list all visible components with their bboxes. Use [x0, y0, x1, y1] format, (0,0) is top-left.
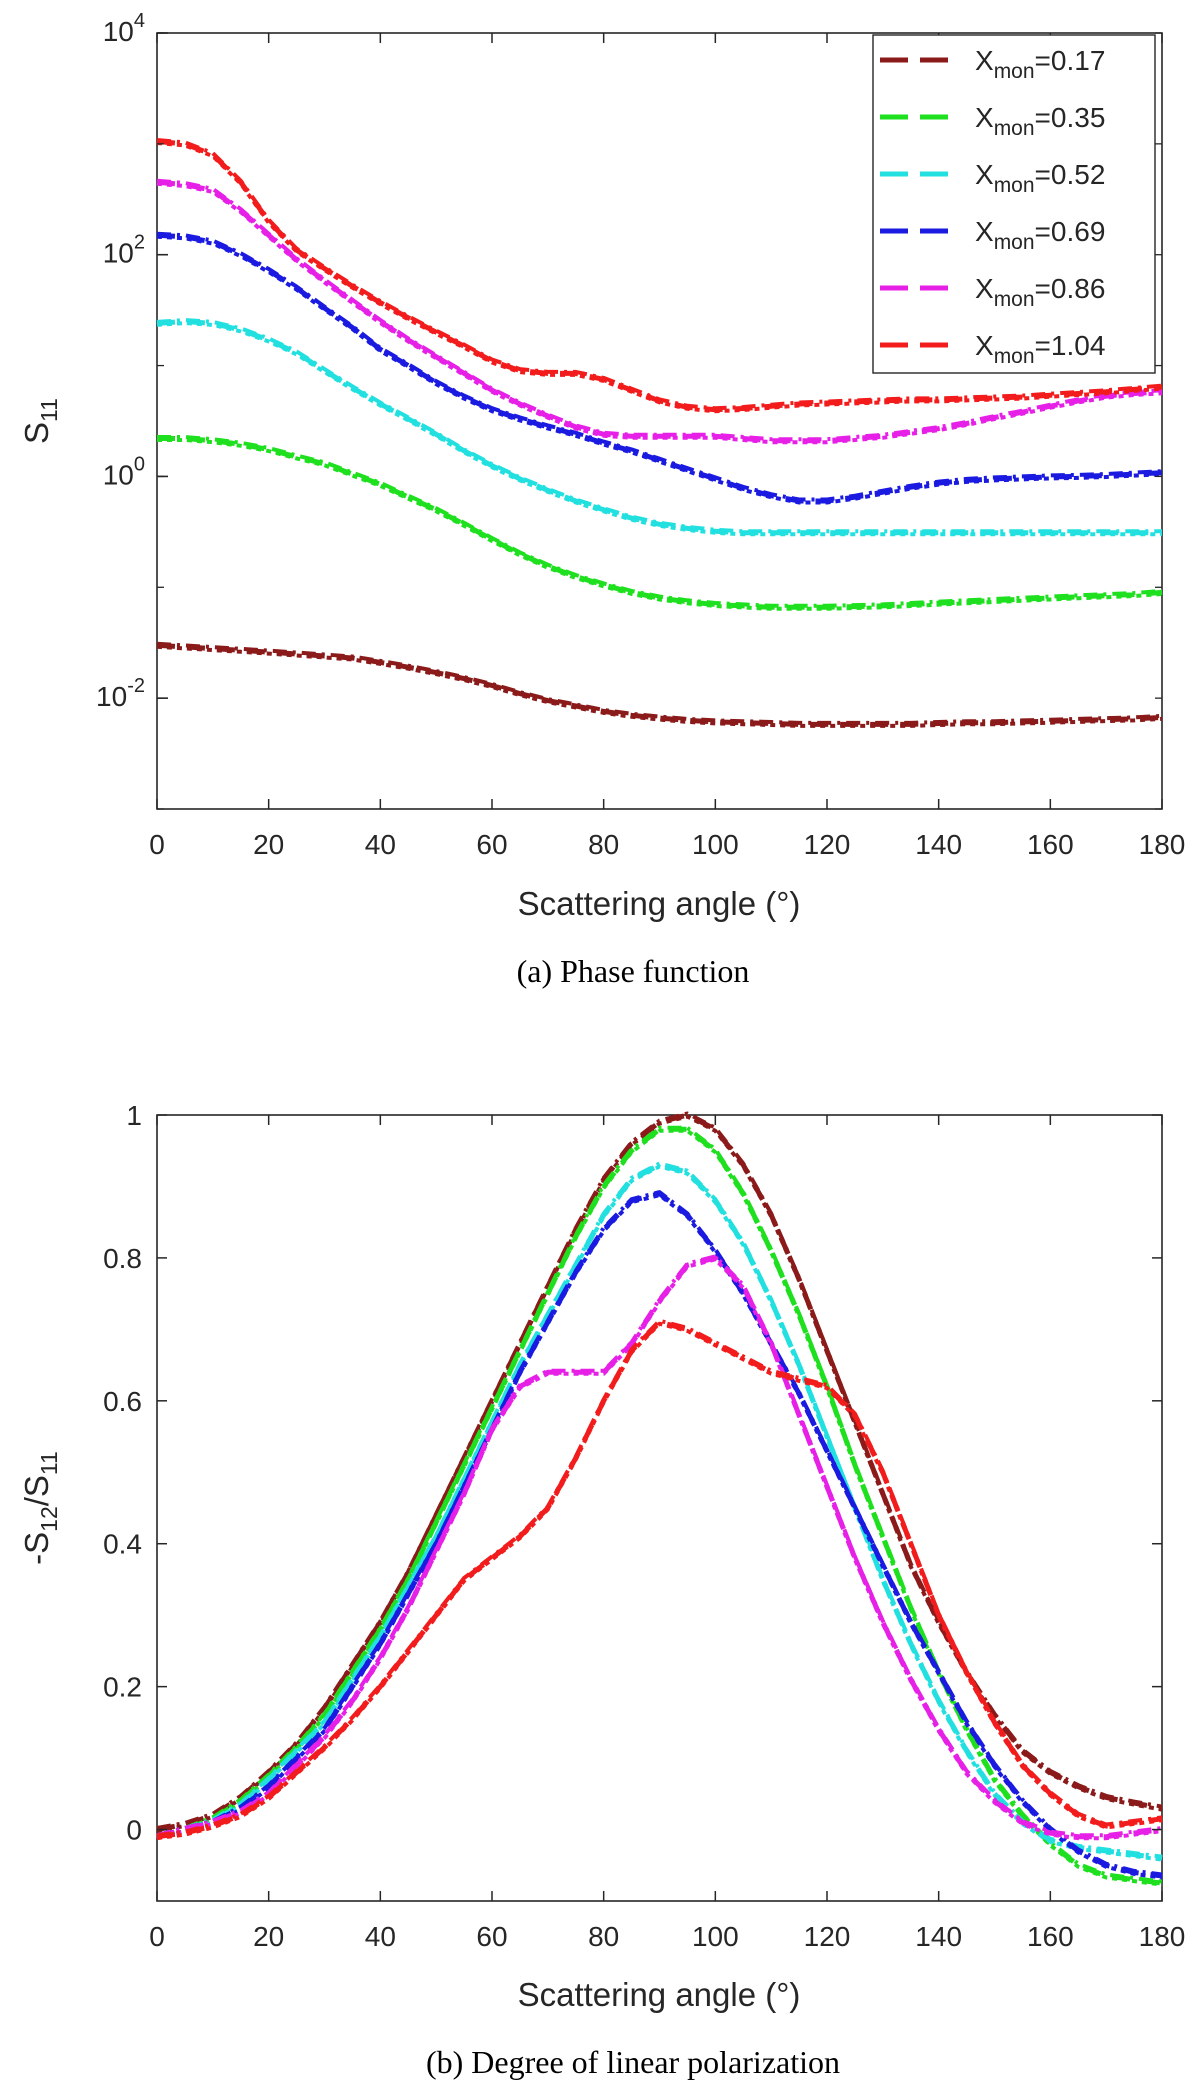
series-line-xmon-1-04	[156, 1319, 1163, 1840]
x-tick-label: 40	[365, 829, 396, 860]
y-tick-label: 0.2	[103, 1672, 142, 1703]
series-line-xmon-0-17	[156, 641, 1163, 725]
legend-label: Xmon=0.86	[975, 273, 1105, 311]
y-tick-label: 0.4	[103, 1529, 142, 1560]
y-tick-label: 104	[103, 10, 145, 47]
series-line-xmon-0-35	[157, 438, 1163, 611]
linear-polarization-y-axis-label: -S12/S11	[18, 1451, 62, 1565]
series-line-xmon-0-17	[156, 644, 1163, 728]
series-line-xmon-0-69	[156, 1190, 1163, 1877]
linear-polarization-caption: (b) Degree of linear polarization	[426, 2044, 840, 2080]
x-tick-label: 80	[588, 829, 619, 860]
legend-label: Xmon=1.04	[975, 330, 1105, 368]
legend-label: Xmon=0.35	[975, 102, 1105, 140]
x-tick-label: 20	[253, 829, 284, 860]
linear-polarization-x-ticks: 0 20 40 60 80 100 120 140 160 180	[149, 1115, 1185, 1952]
x-tick-label: 100	[692, 1921, 739, 1952]
legend-box	[872, 34, 1156, 374]
x-tick-label: 20	[253, 1921, 284, 1952]
phase-function-x-axis-label: Scattering angle (°)	[518, 885, 801, 922]
x-tick-label: 160	[1027, 829, 1074, 860]
series-line-xmon-0-69	[156, 234, 1163, 505]
phase-function-x-ticks: 0 20 40 60 80 100 120 140 160 180	[149, 33, 1185, 860]
y-tick-label: 0.8	[103, 1243, 142, 1274]
y-tick-label: 0.6	[103, 1386, 142, 1417]
legend: Xmon=0.17 Xmon=0.35 Xmon=0.52 Xmon=0.69 Xmon…	[872, 34, 1156, 374]
y-tick-label: 0	[126, 1815, 142, 1846]
x-tick-label: 180	[1139, 829, 1186, 860]
series-line-xmon-0-86	[156, 1257, 1163, 1841]
legend-label: Xmon=0.17	[975, 45, 1105, 83]
series-line-xmon-0-52	[156, 1162, 1163, 1861]
series-line-xmon-0-52	[156, 321, 1162, 537]
phase-function-chart: 0 20 40 60 80 100 120 140 160 180 104 102 100 10-2 S…	[18, 10, 1185, 989]
legend-label: Xmon=0.69	[975, 216, 1105, 254]
x-tick-label: 140	[915, 829, 962, 860]
series-line-xmon-1-04	[156, 138, 1163, 411]
series-line-xmon-0-17	[156, 1111, 1163, 1830]
linear-polarization-chart: 0 20 40 60 80 100 120 140 160 180 1 0.8 0.6 0.4 0.20 …	[18, 1100, 1185, 2080]
phase-function-caption: (a) Phase function	[517, 953, 750, 989]
x-tick-label: 0	[149, 1921, 165, 1952]
x-tick-label: 180	[1139, 1921, 1186, 1952]
phase-function-y-ticks: 104 102 100 10-2	[96, 10, 1162, 810]
x-tick-label: 120	[804, 1921, 851, 1952]
series-line-xmon-0-86	[156, 181, 1163, 445]
linear-polarization-y-ticks: 1 0.8 0.6 0.4 0.2 0	[103, 1100, 1162, 1846]
series-line-xmon-0-52	[156, 318, 1162, 534]
y-tick-label: 10-2	[96, 675, 145, 712]
linear-polarization-series	[156, 1111, 1163, 1887]
series-line-xmon-0-35	[156, 1125, 1163, 1884]
linear-polarization-x-axis-label: Scattering angle (°)	[518, 1976, 801, 2013]
x-tick-label: 40	[365, 1921, 396, 1952]
legend-label: Xmon=0.52	[975, 159, 1105, 197]
y-tick-label: 1	[126, 1100, 142, 1131]
series-line-xmon-1-04	[156, 141, 1163, 414]
series-line-xmon-0-52	[156, 1161, 1163, 1859]
y-tick-label: 100	[103, 453, 145, 490]
x-tick-label: 60	[476, 829, 507, 860]
x-tick-label: 80	[588, 1921, 619, 1952]
series-line-xmon-1-04	[156, 1321, 1163, 1841]
series-line-xmon-1-04	[156, 1318, 1163, 1838]
x-tick-label: 0	[149, 829, 165, 860]
x-tick-label: 140	[915, 1921, 962, 1952]
x-tick-label: 100	[692, 829, 739, 860]
x-tick-label: 60	[476, 1921, 507, 1952]
series-line-xmon-0-52	[156, 1164, 1163, 1862]
linear-polarization-plot-area	[156, 1114, 1163, 1902]
series-line-xmon-0-69	[156, 231, 1163, 502]
phase-function-series	[156, 138, 1163, 728]
phase-function-y-axis-label: S11	[18, 398, 62, 444]
x-tick-label: 120	[804, 829, 851, 860]
series-line-xmon-0-86	[156, 1254, 1163, 1838]
y-tick-label: 102	[103, 232, 145, 269]
x-tick-label: 160	[1027, 1921, 1074, 1952]
series-line-xmon-0-35	[157, 435, 1163, 608]
